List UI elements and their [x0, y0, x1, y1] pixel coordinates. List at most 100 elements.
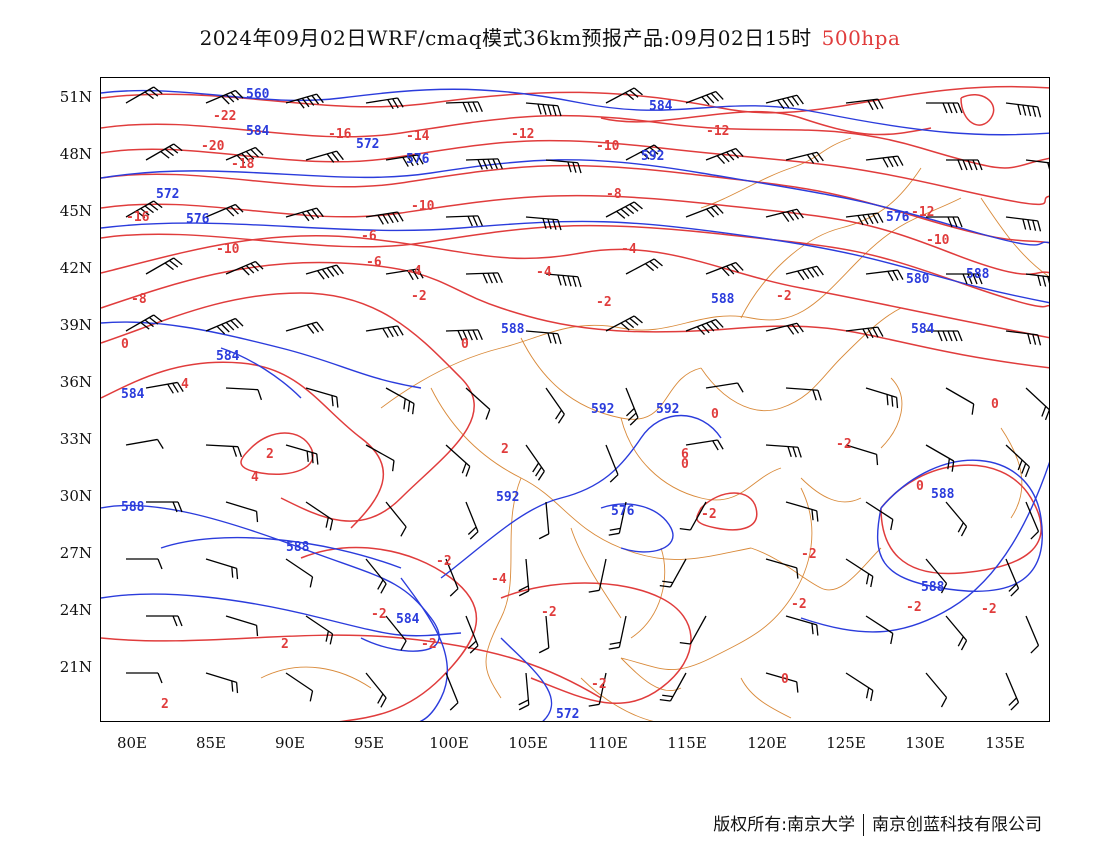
temperature-contour-label: -16 [126, 210, 150, 225]
province-border-line [840, 307, 902, 359]
temperature-contour-label: -12 [511, 127, 534, 142]
wind-barb [865, 387, 899, 409]
lon-tick-label: 125E [826, 734, 866, 752]
wind-barb [765, 208, 804, 223]
height-contour-line [160, 536, 402, 569]
wind-barb [518, 672, 530, 711]
temperature-contour-label: -6 [366, 255, 382, 270]
height-contour-label: 584 [396, 612, 420, 627]
height-contour-label: 576 [406, 152, 430, 167]
wind-barb [545, 273, 582, 288]
wind-barb [525, 102, 562, 117]
wind-barb [365, 325, 404, 338]
temperature-contour-label: -2 [791, 597, 807, 612]
height-contour-line [101, 593, 462, 637]
temperature-contour-line [101, 194, 1049, 275]
province-border-line [700, 357, 842, 412]
lon-tick-label: 115E [667, 734, 707, 752]
province-borders [260, 137, 1049, 721]
wind-barb [605, 444, 619, 483]
wind-barb [445, 672, 459, 711]
wind-barb [685, 90, 724, 106]
lat-tick-label: 33N [59, 430, 92, 448]
wind-barb [205, 672, 239, 694]
wind-barb [545, 387, 565, 424]
height-contour-label: 588 [966, 267, 990, 282]
wind-barb [445, 215, 483, 227]
lon-tick-label: 90E [274, 734, 306, 752]
lat-tick-label: 42N [59, 259, 92, 277]
temperature-contour-label: -2 [801, 547, 817, 562]
map-plot-area: 560 584 572 576 572 576 584 588 584 584 592 592 592 5… [100, 77, 1050, 722]
temperature-contour-line [101, 139, 1049, 206]
temperature-contour-label: -2 [541, 605, 557, 620]
temperature-contour-label: 0 [681, 457, 689, 472]
wind-barb [385, 154, 424, 167]
temperature-contour-line [696, 492, 758, 531]
wind-barb [679, 501, 707, 531]
province-border-line [485, 477, 522, 699]
wind-barb [605, 87, 643, 104]
height-contour-line [220, 347, 302, 399]
height-contour-label: 572 [356, 137, 379, 152]
wind-barb [518, 558, 530, 597]
height-contour-label: 584 [216, 349, 240, 364]
wind-barb [1025, 501, 1040, 540]
temperature-contour-label: 0 [711, 407, 719, 422]
wind-barb [1025, 387, 1049, 421]
wind-barb [525, 444, 545, 481]
wind-barb [125, 438, 164, 449]
height-contour-label: 576 [611, 504, 635, 519]
wind-barb [205, 89, 244, 105]
wind-barb [1025, 273, 1049, 288]
height-contour-line [101, 88, 1049, 136]
temperature-contour-label: -10 [216, 242, 240, 257]
wind-barb [705, 261, 744, 277]
province-border-line [1000, 427, 1023, 519]
height-contour-line [800, 461, 1049, 633]
lon-tick-label: 110E [588, 734, 628, 752]
temperature-contour-label: -14 [406, 129, 430, 144]
wind-barb [1025, 615, 1040, 654]
lat-tick-label: 24N [59, 601, 92, 619]
wind-barb [845, 98, 884, 111]
wind-barbs [125, 86, 1049, 711]
wind-barb [205, 444, 243, 458]
wind-barb [845, 326, 884, 339]
height-contour-line [101, 321, 422, 389]
wind-barb [465, 158, 503, 170]
temperature-contour-label: -4 [621, 242, 637, 257]
lon-tick-label: 130E [905, 734, 945, 752]
wind-barb [538, 615, 550, 654]
lat-tick-label: 30N [59, 487, 92, 505]
wind-barb [285, 558, 314, 588]
lon-tick-label: 120E [747, 734, 787, 752]
wind-barb [125, 86, 163, 104]
wind-barb [845, 444, 879, 466]
wind-barb [125, 200, 163, 219]
height-contour-label: 580 [906, 272, 930, 287]
province-border-line [880, 377, 903, 449]
lat-tick-label: 21N [59, 658, 92, 676]
wind-barb [925, 558, 948, 594]
wind-barb [445, 558, 459, 597]
height-contour-line [101, 220, 1049, 304]
temperature-contour-label: -4 [491, 572, 507, 587]
wind-barb [765, 558, 799, 579]
wind-barb [705, 382, 744, 393]
wind-barb [465, 387, 491, 420]
wind-barb [785, 615, 819, 636]
temperature-contour-line [300, 546, 478, 721]
temperature-contour-label: -2 [981, 602, 997, 617]
temperature-contour-line [600, 110, 932, 136]
wind-barb [1005, 672, 1020, 711]
lon-tick-label: 135E [985, 734, 1025, 752]
wind-barb [865, 501, 894, 531]
province-border-line [800, 477, 862, 503]
temperature-contour-label: 0 [916, 479, 924, 494]
wind-barb [865, 615, 894, 645]
wind-barb [765, 444, 802, 458]
height-contour-label: 588 [501, 322, 525, 337]
province-border-line [740, 167, 922, 319]
temperature-contour-line [101, 361, 385, 529]
